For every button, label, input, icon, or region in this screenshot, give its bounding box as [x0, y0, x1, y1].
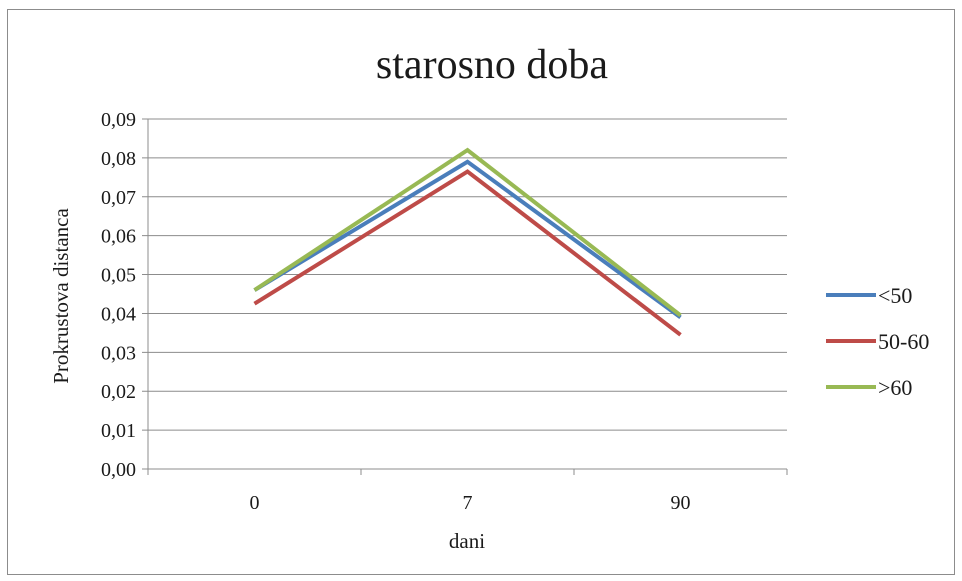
- y-tick-label: 0,00: [101, 459, 136, 481]
- series-line: [253, 147, 682, 317]
- legend-label: <50: [878, 283, 912, 308]
- x-tick-label: 7: [463, 492, 473, 514]
- y-tick-label: 0,02: [101, 381, 136, 403]
- x-tick-label: 0: [250, 492, 260, 514]
- y-tick-label: 0,03: [101, 342, 136, 364]
- x-axis-title: dani: [449, 529, 485, 553]
- legend: <50 50-60 >60: [826, 283, 929, 400]
- x-tick-labels: 0 7 90: [147, 469, 788, 514]
- y-tick-labels: 0,00 0,01 0,02 0,03 0,04 0,05 0,06 0,07 0,08 0,09: [101, 109, 136, 481]
- x-tick-label: 90: [671, 492, 691, 514]
- y-tick-label: 0,06: [101, 226, 136, 248]
- series-line: [253, 159, 682, 319]
- chart-frame: [7, 9, 955, 575]
- y-tick-label: 0,07: [101, 187, 136, 209]
- y-tick-label: 0,04: [101, 303, 136, 325]
- gridlines: [142, 118, 787, 470]
- series-lines: [253, 147, 682, 337]
- y-tick-label: 0,08: [101, 148, 136, 170]
- legend-label: 50-60: [878, 329, 929, 354]
- legend-label: >60: [878, 375, 912, 400]
- y-axis-title: Prokrustova distanca: [49, 208, 73, 384]
- y-tick-label: 0,05: [101, 265, 136, 287]
- chart-title: starosno doba: [376, 42, 608, 88]
- y-tick-label: 0,01: [101, 420, 136, 442]
- y-tick-label: 0,09: [101, 109, 136, 131]
- series-line: [253, 169, 682, 337]
